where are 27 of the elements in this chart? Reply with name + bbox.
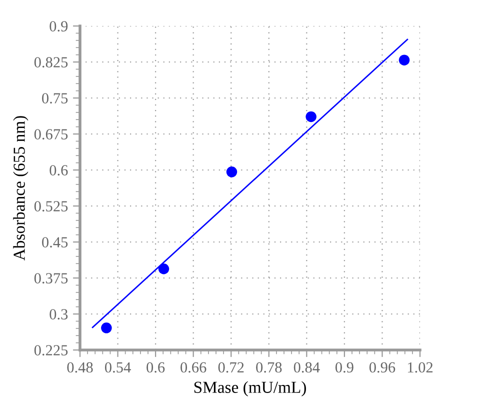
x-tick-label: 1.02 <box>408 362 433 373</box>
point <box>226 166 238 178</box>
x-axis-title: SMase (mU/mL) <box>194 381 306 396</box>
x-tick-label: 0.6 <box>146 362 165 373</box>
x-tick-label: 0.72 <box>218 362 244 373</box>
y-tick-label: 0.9 <box>50 21 68 32</box>
y-tick-label: 0.45 <box>42 237 68 248</box>
y-tick-label: 0.3 <box>50 309 68 320</box>
x-tick-label: 0.78 <box>256 362 282 373</box>
x-tick-label: 0.84 <box>294 362 320 373</box>
x-tick-label: 0.48 <box>67 362 93 373</box>
y-tick-label: 0.6 <box>50 165 68 176</box>
point <box>158 264 170 274</box>
point <box>306 111 316 122</box>
y-tick-label: 0.375 <box>34 273 68 284</box>
y-tick-label: 0.825 <box>34 57 68 68</box>
x-tick-label: 0.96 <box>369 362 396 373</box>
y-tick-label: 0.225 <box>34 345 68 356</box>
point <box>101 322 112 334</box>
x-tick-label: 0.54 <box>104 362 131 373</box>
y-tick-label: 0.75 <box>42 93 68 104</box>
x-tick-label: 0.9 <box>335 362 354 373</box>
point <box>398 54 410 66</box>
y-tick-label: 0.675 <box>34 129 68 140</box>
x-tick-label: 0.66 <box>180 362 206 373</box>
y-tick-label: 0.525 <box>34 201 68 212</box>
y-axis-title: Absorbance (655 nm) <box>13 116 28 260</box>
